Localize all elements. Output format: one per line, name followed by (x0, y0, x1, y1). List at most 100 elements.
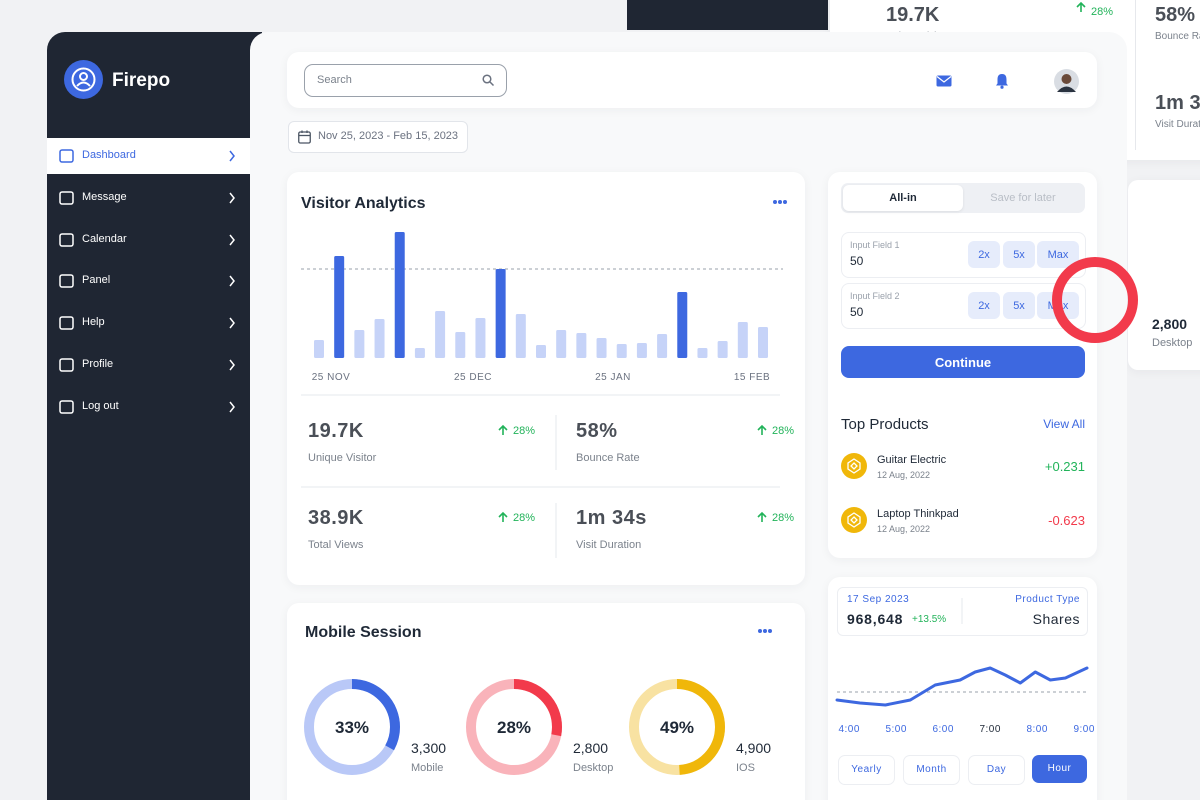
icon-shape (59, 316, 74, 330)
shares-date: 17 Sep 2023 (847, 594, 910, 605)
stat-label: Bounce Rate (1155, 31, 1200, 42)
visitor-analytics-card (287, 172, 805, 585)
product-type-label: Product Type (1015, 594, 1080, 605)
product-change: -0.623 (1048, 513, 1085, 528)
stat-label: Visit Duration (1155, 119, 1200, 130)
tab[interactable]: All-in (843, 185, 963, 211)
x-tick-label: 5:00 (885, 724, 906, 735)
bar (677, 292, 688, 358)
bar (536, 345, 546, 358)
session-label: Mobile (411, 762, 444, 774)
donut-label: 33% (335, 718, 369, 737)
button-label: Continue (934, 355, 992, 370)
stat-label: Visit Duration (576, 539, 642, 551)
donut-arc (304, 679, 400, 775)
icon-shape (59, 400, 74, 414)
more-dot (758, 629, 762, 633)
product-icon-glyph (847, 458, 861, 474)
stat-change: 28% (771, 512, 794, 524)
multiplier-button[interactable]: 2x (968, 241, 1000, 268)
menu-icon (59, 149, 74, 163)
input-field[interactable]: Input Field 1 50 2x 5x Max (841, 232, 1086, 278)
period-button[interactable]: Hour (1032, 755, 1087, 783)
icon-shape (59, 233, 74, 247)
session-count: 2,800 (573, 740, 609, 756)
view-all-link[interactable]: View All (1043, 417, 1085, 431)
chevron-shape (229, 150, 235, 162)
mail-icon[interactable] (936, 75, 952, 87)
session-count: 3,300 (411, 740, 447, 756)
menu-item[interactable]: Message (47, 180, 250, 216)
chevron-shape (229, 359, 235, 371)
multiplier-button[interactable]: Max (1037, 241, 1079, 268)
chevron-shape (229, 401, 235, 413)
tab-label: Save for later (990, 192, 1056, 204)
tab-bar: All-in Save for later (841, 183, 1085, 213)
input-field[interactable]: Input Field 2 50 2x 5x Max (841, 283, 1086, 329)
input-value: 50 (850, 254, 864, 268)
period-label: Day (986, 764, 1007, 775)
product-change: +0.231 (1044, 459, 1085, 474)
menu-item[interactable]: Help (47, 305, 250, 341)
period-button[interactable]: Yearly (838, 755, 895, 785)
multiplier-button[interactable]: 5x (1003, 292, 1035, 319)
up-arrow (498, 511, 508, 522)
more-dot (773, 200, 777, 204)
divider (1135, 0, 1136, 150)
input-value: 50 (850, 305, 864, 319)
search-box[interactable]: Search (304, 64, 507, 97)
menu-item[interactable]: Dashboard (47, 138, 250, 174)
stat-value: 58% (1155, 4, 1196, 26)
period-button[interactable]: Day (968, 755, 1025, 785)
menu-label: Dashboard (82, 149, 136, 161)
card-title: Visitor Analytics (301, 195, 426, 212)
date-range-picker[interactable]: Nov 25, 2023 - Feb 15, 2023 (288, 121, 468, 153)
icon-shape (59, 358, 74, 372)
sidebar: Firepo Dashboard Message Calendar Panel Help… (47, 32, 262, 800)
icon-shape (59, 274, 74, 288)
tab[interactable]: Save for later (963, 185, 1083, 211)
multiplier-button[interactable]: 2x (968, 292, 1000, 319)
menu-item[interactable]: Panel (47, 263, 250, 299)
x-tick-label: 8:00 (1026, 724, 1047, 735)
avatar[interactable] (1054, 69, 1079, 94)
x-tick-label: 6:00 (932, 724, 953, 735)
donut-label: 28% (497, 718, 531, 737)
shares-value: 968,648 (847, 611, 904, 627)
menu-icon (59, 233, 74, 247)
menu-item[interactable]: Profile (47, 347, 250, 383)
bar (596, 338, 607, 358)
x-tick-label: 7:00 (979, 724, 1000, 735)
input-label: Input Field 1 (850, 240, 900, 250)
session-count: 4,900 (736, 740, 772, 756)
bar (374, 319, 385, 358)
menu-icon (59, 358, 74, 372)
bell-icon[interactable] (995, 73, 1009, 89)
product-icon-glyph (847, 512, 861, 528)
chevron-shape (229, 275, 235, 287)
menu-label: Help (82, 316, 105, 328)
stat-label: Total Views (308, 539, 364, 551)
bar (737, 322, 748, 358)
menu-item[interactable]: Calendar (47, 222, 250, 258)
product-icon (841, 453, 867, 479)
x-tick-label: 9:00 (1073, 724, 1094, 735)
menu-label: Calendar (82, 233, 127, 245)
up-arrow (757, 511, 767, 522)
backdrop-session-card: 2,800 Desktop (1128, 180, 1200, 370)
product-icon (841, 507, 867, 533)
bar (314, 340, 324, 358)
bar (576, 333, 587, 358)
product-name: Guitar Electric (877, 454, 947, 466)
bar (435, 311, 446, 358)
continue-button[interactable]: Continue (841, 346, 1085, 378)
session-count: 2,800 (1152, 316, 1188, 332)
menu-item[interactable]: Log out (47, 389, 250, 425)
period-button[interactable]: Month (903, 755, 960, 785)
multiplier-button[interactable]: 5x (1003, 241, 1035, 268)
line-series (835, 666, 1089, 707)
donut-arc (466, 679, 562, 775)
session-label: Desktop (573, 762, 614, 774)
brand-logo (64, 60, 103, 99)
brand-name: Firepo (112, 70, 171, 91)
